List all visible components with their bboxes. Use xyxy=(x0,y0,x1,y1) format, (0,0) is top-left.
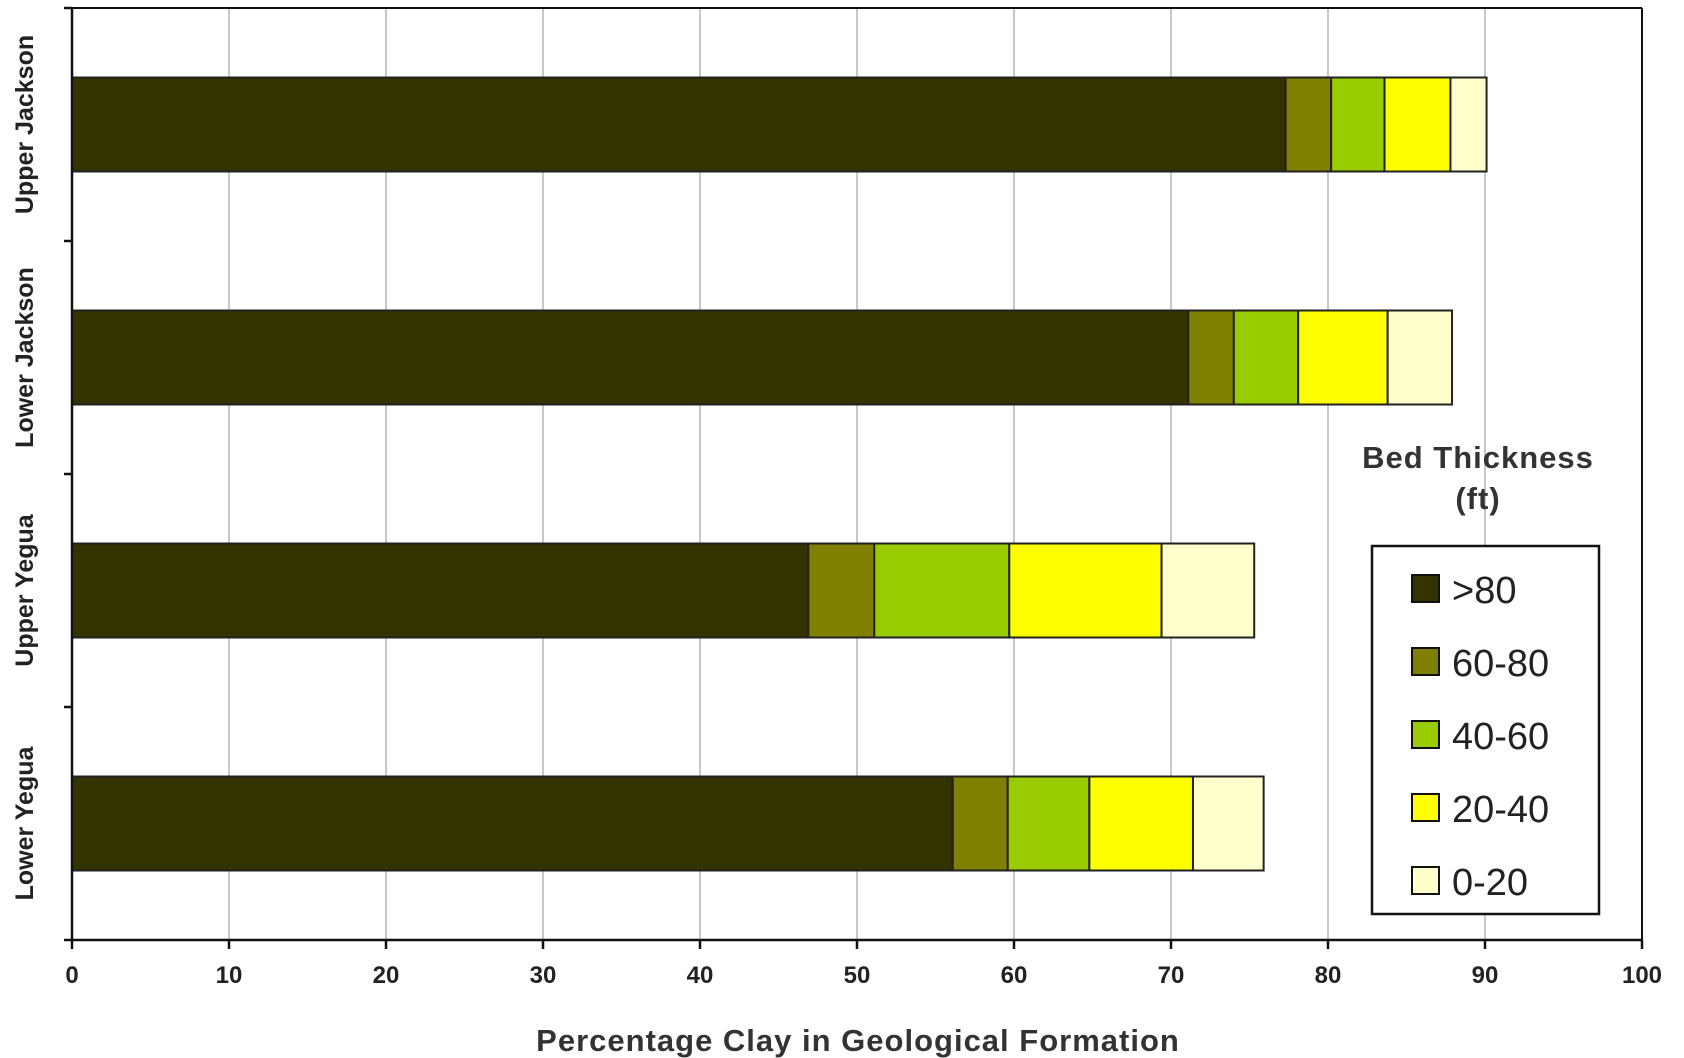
bar-segment xyxy=(1088,775,1194,872)
bar-segment xyxy=(951,775,1009,872)
bar-segment xyxy=(873,542,1011,639)
legend-label: 20-40 xyxy=(1452,789,1549,831)
legend-label: >80 xyxy=(1452,570,1516,612)
category-label: Upper Yegua xyxy=(11,513,39,666)
bar-segment xyxy=(1232,309,1300,406)
legend-title-line-2: (ft) xyxy=(1455,481,1500,516)
bar-segment xyxy=(71,309,1190,406)
bar-segment xyxy=(71,542,810,639)
legend-swatch xyxy=(1411,866,1440,895)
x-tick-labels: 0 10 20 30 40 50 60 70 80 90 100 xyxy=(65,962,1662,989)
category-label: Lower Yegua xyxy=(11,746,39,901)
x-tick-label: 0 xyxy=(65,962,78,989)
bar-segment xyxy=(807,542,876,639)
bar-segment xyxy=(1284,76,1333,173)
bar-segment xyxy=(71,76,1287,173)
bar-segment xyxy=(1386,309,1454,406)
category-label: Lower Jackson xyxy=(11,267,39,448)
category-label: Upper Jackson xyxy=(11,35,39,214)
bar-segment xyxy=(1449,76,1488,173)
x-tick-label: 30 xyxy=(530,962,557,989)
x-axis-title: Percentage Clay in Geological Formation xyxy=(536,1023,1180,1058)
legend-label: 0-20 xyxy=(1452,862,1528,904)
legend-swatch xyxy=(1411,647,1440,676)
bar-segment xyxy=(1330,76,1386,173)
legend-swatch xyxy=(1411,720,1440,749)
bar-segment xyxy=(1006,775,1091,872)
legend-swatch xyxy=(1411,793,1440,822)
legend-box xyxy=(1370,544,1601,916)
legend-swatch xyxy=(1411,574,1440,603)
x-tick-label: 90 xyxy=(1472,962,1499,989)
x-tick-label: 80 xyxy=(1315,962,1342,989)
legend-label: 40-60 xyxy=(1452,716,1549,758)
x-tick-label: 100 xyxy=(1622,962,1662,989)
category-labels: Upper Jackson Lower Jackson Upper Yegua Low… xyxy=(11,35,39,901)
legend-label: 60-80 xyxy=(1452,643,1549,685)
x-tick-label: 70 xyxy=(1158,962,1185,989)
legend-title-line-1: Bed Thickness xyxy=(1362,440,1594,475)
bar-segment xyxy=(1383,76,1452,173)
bar-segment xyxy=(1187,309,1235,406)
x-tick-label: 40 xyxy=(687,962,714,989)
bar-segment xyxy=(1160,542,1256,639)
bar-segment xyxy=(1008,542,1163,639)
x-tick-label: 50 xyxy=(844,962,871,989)
axes xyxy=(64,6,1644,949)
bars xyxy=(71,76,1488,872)
bar-segment xyxy=(1191,775,1265,872)
x-tick-label: 10 xyxy=(216,962,243,989)
x-tick-label: 20 xyxy=(373,962,400,989)
x-tick-label: 60 xyxy=(1001,962,1028,989)
bar-segment xyxy=(71,775,954,872)
legend: Bed Thickness (ft) >80 60-80 40-60 20-40 0-2… xyxy=(1362,440,1601,916)
bar-segment xyxy=(1297,309,1389,406)
